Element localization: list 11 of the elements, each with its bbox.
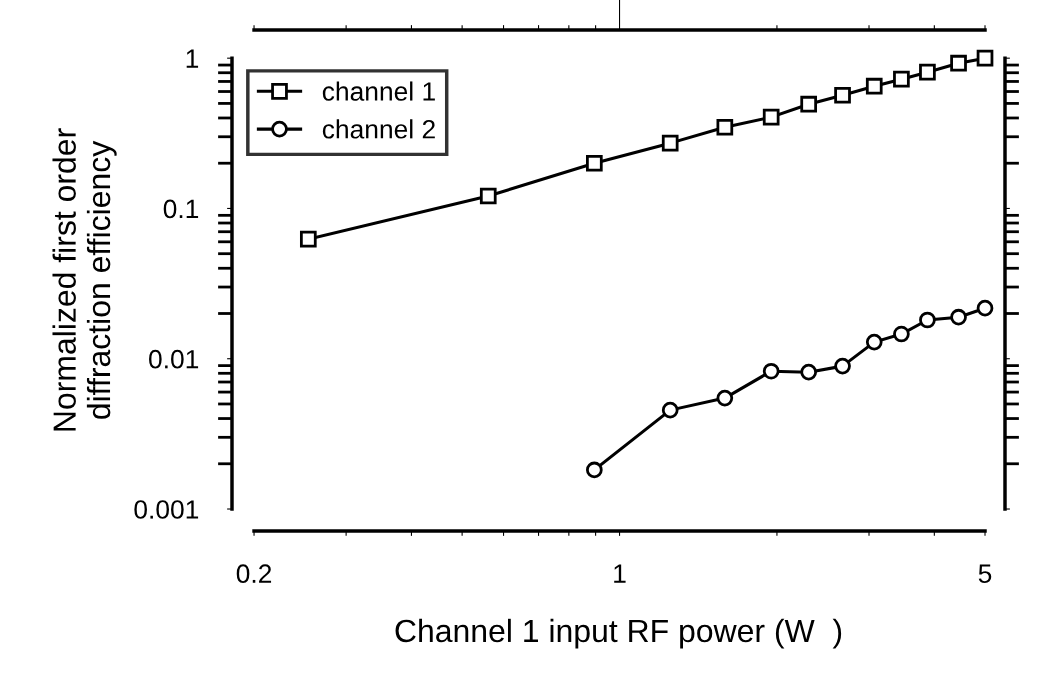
- x-axis-title: Channel 1 input RF power (W ): [395, 618, 842, 649]
- x-tick-label: 5: [978, 564, 992, 584]
- y-tick-label: 0.01: [149, 349, 199, 369]
- y-tick-label: 0.001: [134, 500, 199, 519]
- x-tick-label: 1: [614, 564, 626, 583]
- legend-label: channel 1: [322, 81, 435, 101]
- y-tick-label: 0.1: [163, 199, 199, 219]
- legend-label: channel 2: [322, 119, 435, 139]
- x-tick-label: 0.2: [236, 564, 272, 584]
- y-tick-label: 1: [186, 49, 199, 68]
- y-axis-title: Normalized first order diffraction efficiency: [52, 128, 117, 431]
